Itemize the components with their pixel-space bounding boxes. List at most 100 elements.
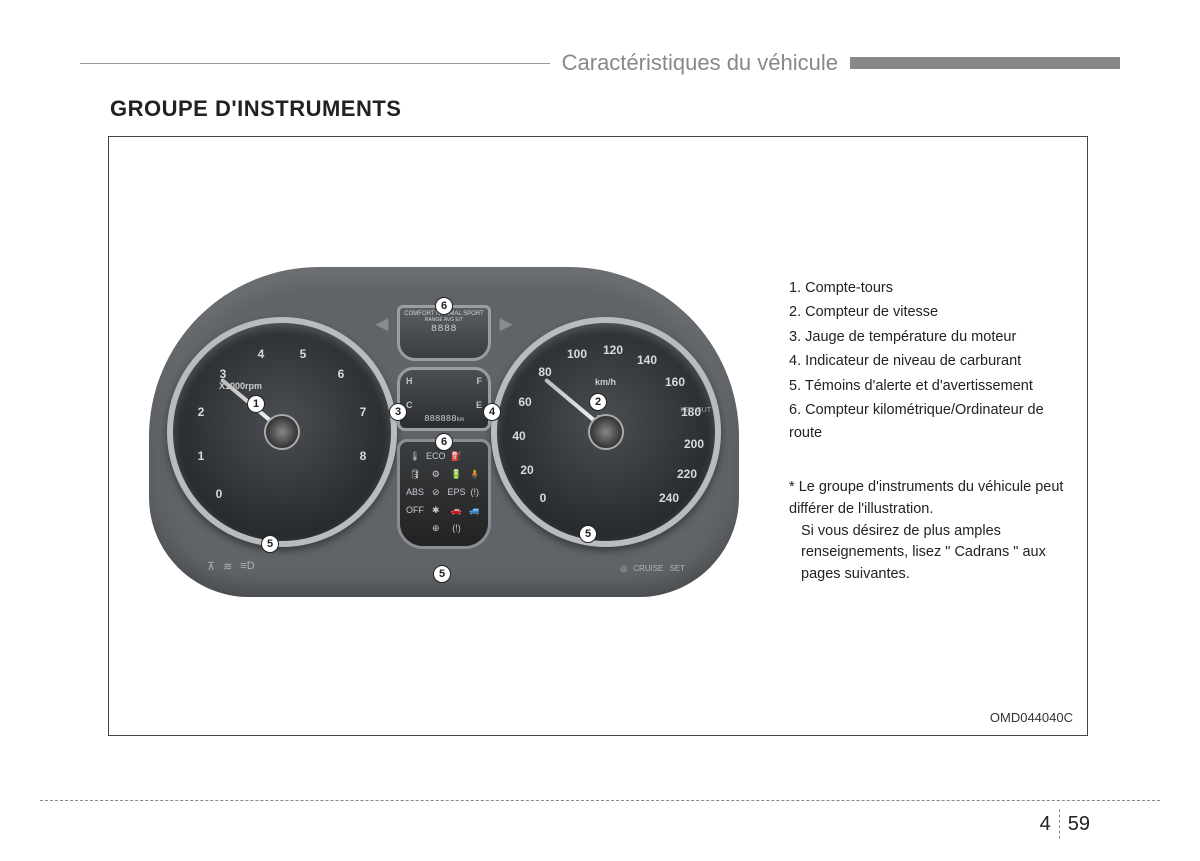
speedo-num: 160 bbox=[660, 375, 690, 389]
speedo-num: 20 bbox=[512, 463, 542, 477]
esc-icon: ⊘ bbox=[426, 484, 446, 500]
set-label: SET bbox=[669, 564, 685, 573]
tacho-num: 5 bbox=[288, 347, 318, 361]
callout-2: 2 bbox=[589, 393, 607, 411]
instrument-cluster-figure: ◄ ► X1000rpm 0 1 2 3 4 5 6 7 8 bbox=[149, 267, 739, 597]
tacho-hub bbox=[264, 414, 300, 450]
warning-panel: 🌡 ECO ⛽ 🛢 ⚙ 🔋 🧍 ABS ⊘ EPS (!) OFF ✱ bbox=[397, 439, 491, 549]
footnote: * Le groupe d'instruments du véhicule pe… bbox=[789, 477, 1069, 586]
speedo-num: 200 bbox=[679, 437, 709, 451]
lcd-info: RANGE AVG E/T bbox=[400, 317, 488, 323]
left-light-icons: ⊼ ≋ ≡D bbox=[207, 560, 255, 573]
tacho-num: 1 bbox=[186, 449, 216, 463]
chapter-title: Caractéristiques du véhicule bbox=[550, 50, 850, 76]
eps-icon: EPS bbox=[448, 484, 466, 500]
blank2-icon bbox=[406, 520, 424, 536]
speedo-num: 0 bbox=[528, 491, 558, 505]
legend-item: 3. Jauge de température du moteur bbox=[789, 326, 1069, 348]
highbeam-icon: ≡D bbox=[240, 560, 254, 573]
battery-icon: 🔋 bbox=[448, 466, 466, 482]
legend-item: 2. Compteur de vitesse bbox=[789, 301, 1069, 323]
fuel-e: E bbox=[476, 400, 482, 410]
speedo-num: 240 bbox=[654, 491, 684, 505]
callout-5c: 5 bbox=[579, 525, 597, 543]
lcd-digits: 8888 bbox=[400, 324, 488, 335]
callout-1: 1 bbox=[247, 395, 265, 413]
chapter-header: Caractéristiques du véhicule bbox=[80, 50, 1120, 76]
temp-h: H bbox=[406, 376, 413, 386]
turn-right-icon: ► bbox=[495, 311, 517, 337]
keyout-label: KEY OUT bbox=[680, 407, 711, 415]
speedo-num: 100 bbox=[562, 347, 592, 361]
footnote-line1: * Le groupe d'instruments du véhicule pe… bbox=[789, 477, 1069, 521]
legend-list: 1. Compte-tours 2. Compteur de vitesse 3… bbox=[789, 277, 1069, 446]
speedo-num: 40 bbox=[504, 429, 534, 443]
engine-icon: ⚙ bbox=[426, 466, 446, 482]
tacho-num: 4 bbox=[246, 347, 276, 361]
speedo-hub bbox=[588, 414, 624, 450]
cruise-icon: ◎ bbox=[620, 564, 627, 573]
callout-6a: 6 bbox=[435, 297, 453, 315]
temp-c: C bbox=[406, 400, 413, 410]
header-bar bbox=[850, 57, 1120, 69]
tacho-num: 6 bbox=[326, 367, 356, 381]
abs-icon: ABS bbox=[406, 484, 424, 500]
page-separator bbox=[1059, 809, 1060, 839]
tachometer-gauge: X1000rpm 0 1 2 3 4 5 6 7 8 bbox=[167, 317, 397, 547]
callout-5a: 5 bbox=[261, 535, 279, 553]
cruise-label: CRUISE bbox=[633, 564, 663, 573]
header-rule bbox=[80, 63, 550, 64]
speedo-num: 140 bbox=[632, 353, 662, 367]
tacho-num: 7 bbox=[348, 405, 378, 419]
callout-5b: 5 bbox=[433, 565, 451, 583]
speedo-num: 220 bbox=[672, 467, 702, 481]
tacho-num: 2 bbox=[186, 405, 216, 419]
speedometer-gauge: km/h MPH 0 20 40 60 80 100 120 140 160 1… bbox=[491, 317, 721, 547]
parking-light-icon: ⊼ bbox=[207, 560, 215, 573]
seatbelt-icon: 🧍 bbox=[468, 466, 482, 482]
figure-code: OMD044040C bbox=[990, 710, 1073, 725]
odometer: 888888km bbox=[400, 414, 488, 424]
trunk-icon: 🚙 bbox=[468, 502, 482, 518]
callout-4: 4 bbox=[483, 403, 501, 421]
tpms-icon: (!) bbox=[448, 520, 466, 536]
page-content: Caractéristiques du véhicule GROUPE D'IN… bbox=[80, 50, 1120, 736]
figure-box: ◄ ► X1000rpm 0 1 2 3 4 5 6 7 8 bbox=[108, 136, 1088, 736]
callout-6b: 6 bbox=[435, 433, 453, 451]
brake-icon: (!) bbox=[468, 484, 482, 500]
legend-item: 6. Compteur kilométrique/Ordinateur de r… bbox=[789, 399, 1069, 444]
odo-unit: km bbox=[457, 416, 464, 423]
tacho-num: 0 bbox=[204, 487, 234, 501]
odo-digits: 888888 bbox=[424, 414, 456, 424]
speedo-num: 120 bbox=[598, 343, 628, 357]
tacho-num: 8 bbox=[348, 449, 378, 463]
speedo-num: 60 bbox=[510, 395, 540, 409]
callout-3: 3 bbox=[389, 403, 407, 421]
footer-rule bbox=[40, 800, 1160, 801]
section-title: GROUPE D'INSTRUMENTS bbox=[110, 96, 1120, 122]
chapter-num: 4 bbox=[1040, 813, 1051, 836]
blank3-icon bbox=[468, 520, 482, 536]
cluster-body: ◄ ► X1000rpm 0 1 2 3 4 5 6 7 8 bbox=[149, 267, 739, 597]
fuel-f: F bbox=[477, 376, 483, 386]
door-icon: 🚗 bbox=[448, 502, 466, 518]
right-cruise-icons: ◎ CRUISE SET bbox=[620, 564, 685, 573]
blank-icon bbox=[468, 448, 482, 464]
legend-item: 5. Témoins d'alerte et d'avertissement bbox=[789, 375, 1069, 397]
page-number: 4 59 bbox=[1040, 809, 1090, 839]
turn-left-icon: ◄ bbox=[371, 311, 393, 337]
temp-warning-icon: 🌡 bbox=[406, 448, 424, 464]
legend-item: 4. Indicateur de niveau de carburant bbox=[789, 350, 1069, 372]
foglight-icon: ≋ bbox=[223, 560, 232, 573]
lcd-mid: H C F E 888888km bbox=[397, 367, 491, 431]
speedo-unit: km/h bbox=[595, 377, 616, 387]
airbag-icon: ✱ bbox=[426, 502, 446, 518]
page-num-value: 59 bbox=[1068, 813, 1090, 836]
center-stack: COMFORT NORMAL SPORT RANGE AVG E/T 8888 … bbox=[397, 305, 491, 549]
footnote-line2: Si vous désirez de plus amples renseigne… bbox=[789, 521, 1069, 586]
speedo-num: 80 bbox=[530, 365, 560, 379]
oil-icon: 🛢 bbox=[406, 466, 424, 482]
airbag2-icon: ⊕ bbox=[426, 520, 446, 536]
legend-item: 1. Compte-tours bbox=[789, 277, 1069, 299]
esc-off-icon: OFF bbox=[406, 502, 424, 518]
